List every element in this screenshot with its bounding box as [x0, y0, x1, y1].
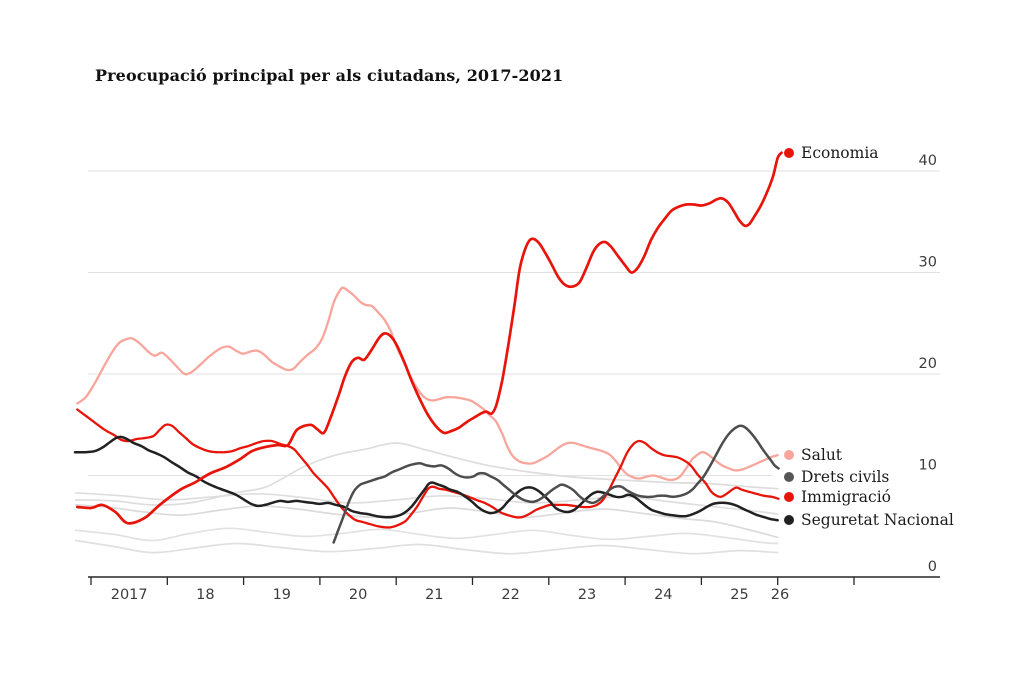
series-line-drets-civils [332, 424, 780, 544]
immigracio-dot-icon [784, 492, 794, 502]
legend-item-seguretat-nacional: Seguretat Nacional [784, 510, 954, 530]
x-tick-label-22: 22 [501, 587, 519, 603]
legend-label-salut: Salut [801, 446, 843, 464]
x-tick-label-21: 21 [425, 587, 443, 603]
legend-label-seguretat-nacional: Seguretat Nacional [801, 511, 954, 529]
legend-item-economia: Economia [784, 143, 879, 163]
legend-label-immigracio: Immigració [801, 488, 892, 506]
salut-dot-icon [784, 450, 794, 460]
y-tick-label-10: 10 [919, 458, 937, 474]
seguretat-nacional-dot-icon [784, 515, 794, 525]
y-tick-label-20: 20 [919, 356, 937, 372]
economia-dot-icon [784, 148, 794, 158]
series-line-seguretat-nacional [73, 435, 779, 522]
series-line-gris-e [74, 491, 779, 515]
series-line-gris-a [74, 442, 779, 506]
drets-civils-dot-icon [784, 472, 794, 482]
x-tick-label-2017: 2017 [111, 587, 148, 603]
x-tick-label-26: 26 [771, 587, 789, 603]
y-tick-label-30: 30 [919, 255, 937, 271]
series-line-gris-d [74, 539, 779, 555]
legend-label-drets-civils: Drets civils [801, 468, 890, 486]
x-tick-label-19: 19 [273, 587, 291, 603]
legend-item-drets-civils: Drets civils [784, 467, 889, 487]
series-line-gris-c [74, 527, 779, 545]
legend-item-immigracio: Immigració [784, 487, 891, 507]
x-tick-label-18: 18 [196, 587, 214, 603]
x-tick-label-23: 23 [578, 587, 596, 603]
x-tick-label-24: 24 [654, 587, 672, 603]
series-line-economia [75, 151, 783, 525]
x-tick-label-20: 20 [349, 587, 367, 603]
page-title: Preocupació principal per als ciutadans,… [95, 66, 564, 85]
legend-label-economia: Economia [801, 144, 879, 162]
legend-item-salut: Salut [784, 445, 842, 465]
x-tick-label-25: 25 [730, 587, 748, 603]
series-line-immigraci- [76, 408, 780, 529]
series-line-salut [76, 286, 779, 482]
y-tick-label-40: 40 [919, 153, 937, 169]
y-tick-label-0: 0 [928, 559, 937, 575]
series-line-gris-b [74, 504, 779, 539]
